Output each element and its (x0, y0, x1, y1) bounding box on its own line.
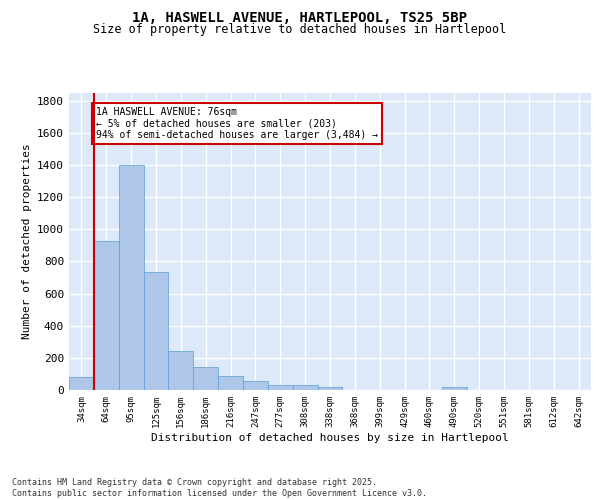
Y-axis label: Number of detached properties: Number of detached properties (22, 144, 32, 339)
Bar (268, 385, 293, 390)
Bar (69, 377, 94, 390)
Text: 1A, HASWELL AVENUE, HARTLEPOOL, TS25 5BP: 1A, HASWELL AVENUE, HARTLEPOOL, TS25 5BP (133, 11, 467, 25)
Bar (243, 381, 268, 390)
Bar (442, 387, 467, 390)
Bar (293, 385, 317, 390)
Bar (119, 165, 143, 390)
Bar (218, 376, 243, 390)
Bar (143, 272, 169, 390)
Bar (169, 350, 193, 390)
Text: Contains HM Land Registry data © Crown copyright and database right 2025.
Contai: Contains HM Land Registry data © Crown c… (12, 478, 427, 498)
Text: 1A HASWELL AVENUE: 76sqm
← 5% of detached houses are smaller (203)
94% of semi-d: 1A HASWELL AVENUE: 76sqm ← 5% of detache… (97, 107, 379, 140)
Text: Size of property relative to detached houses in Hartlepool: Size of property relative to detached ho… (94, 22, 506, 36)
Bar (94, 242, 119, 390)
X-axis label: Distribution of detached houses by size in Hartlepool: Distribution of detached houses by size … (151, 432, 509, 442)
Bar (317, 387, 343, 390)
Bar (193, 368, 218, 390)
